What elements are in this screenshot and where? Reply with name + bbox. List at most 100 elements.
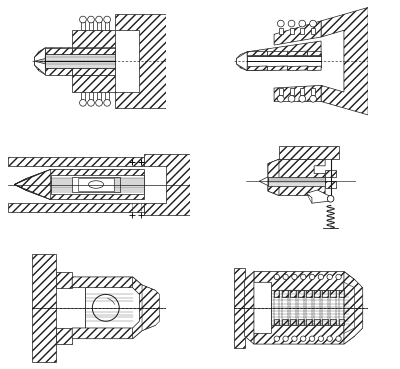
Circle shape [318, 336, 324, 341]
Bar [72, 177, 120, 192]
Bar [322, 318, 328, 325]
Polygon shape [325, 170, 336, 177]
Bar [105, 92, 109, 100]
Circle shape [96, 16, 102, 23]
Polygon shape [14, 169, 51, 200]
Polygon shape [247, 66, 267, 70]
Circle shape [88, 16, 94, 23]
Polygon shape [144, 154, 190, 215]
Polygon shape [72, 277, 142, 339]
Polygon shape [274, 85, 321, 101]
Polygon shape [236, 52, 247, 70]
Circle shape [278, 20, 284, 27]
Polygon shape [142, 285, 160, 331]
Circle shape [292, 274, 297, 280]
Bar [300, 88, 304, 95]
Circle shape [300, 274, 306, 280]
Bar [311, 88, 315, 95]
Polygon shape [267, 66, 288, 70]
Polygon shape [344, 282, 355, 333]
Bar [81, 22, 85, 30]
Circle shape [283, 336, 288, 341]
Polygon shape [308, 51, 321, 56]
Circle shape [299, 20, 306, 27]
Bar [247, 56, 321, 66]
Bar [298, 290, 304, 297]
Circle shape [327, 274, 332, 280]
Bar [279, 88, 283, 95]
Polygon shape [56, 272, 72, 288]
Bar [274, 318, 280, 325]
Circle shape [104, 100, 110, 106]
Bar [338, 318, 344, 325]
Bar [330, 290, 336, 297]
Circle shape [336, 336, 341, 341]
Circle shape [309, 274, 315, 280]
Circle shape [96, 100, 102, 106]
Polygon shape [244, 272, 254, 344]
Polygon shape [56, 328, 72, 344]
Polygon shape [45, 48, 72, 55]
Bar [282, 290, 288, 297]
Polygon shape [45, 68, 72, 75]
Bar [330, 318, 336, 325]
Polygon shape [133, 277, 156, 339]
Bar [314, 290, 320, 297]
Bar [298, 318, 304, 325]
Bar [268, 177, 325, 186]
Circle shape [278, 96, 284, 102]
Polygon shape [308, 66, 321, 70]
Polygon shape [254, 272, 355, 344]
Polygon shape [268, 159, 279, 196]
Polygon shape [236, 41, 321, 70]
Bar [290, 290, 296, 297]
Circle shape [288, 96, 295, 102]
Bar [274, 290, 280, 297]
Circle shape [274, 274, 280, 280]
Polygon shape [72, 75, 115, 92]
Circle shape [292, 336, 297, 341]
Bar [311, 28, 315, 34]
Polygon shape [268, 159, 325, 196]
Polygon shape [247, 51, 267, 56]
Polygon shape [288, 51, 308, 56]
Polygon shape [34, 48, 45, 75]
Polygon shape [325, 181, 336, 188]
Circle shape [274, 336, 280, 341]
Bar [81, 92, 85, 100]
Polygon shape [267, 51, 288, 56]
Polygon shape [34, 48, 115, 75]
Bar [78, 179, 114, 190]
Bar [89, 22, 93, 30]
Bar [306, 318, 312, 325]
Bar [279, 28, 283, 34]
Bar [306, 290, 312, 297]
Polygon shape [279, 146, 340, 159]
Polygon shape [72, 30, 115, 48]
Polygon shape [34, 59, 45, 64]
Circle shape [318, 274, 324, 280]
Circle shape [327, 336, 332, 341]
Circle shape [283, 274, 288, 280]
Polygon shape [247, 66, 321, 70]
Bar [282, 318, 288, 325]
Polygon shape [321, 7, 368, 115]
Polygon shape [72, 68, 115, 75]
Polygon shape [288, 66, 308, 70]
Circle shape [309, 336, 315, 341]
Circle shape [327, 196, 334, 202]
Bar [322, 290, 328, 297]
Bar [314, 318, 320, 325]
Circle shape [336, 274, 341, 280]
Circle shape [80, 100, 86, 106]
Circle shape [288, 20, 295, 27]
Polygon shape [8, 203, 144, 212]
Bar [45, 55, 115, 68]
Circle shape [88, 100, 94, 106]
Bar [290, 318, 296, 325]
Polygon shape [259, 177, 268, 186]
Circle shape [300, 336, 306, 341]
Circle shape [310, 20, 316, 27]
Ellipse shape [88, 181, 104, 188]
Polygon shape [234, 268, 244, 348]
